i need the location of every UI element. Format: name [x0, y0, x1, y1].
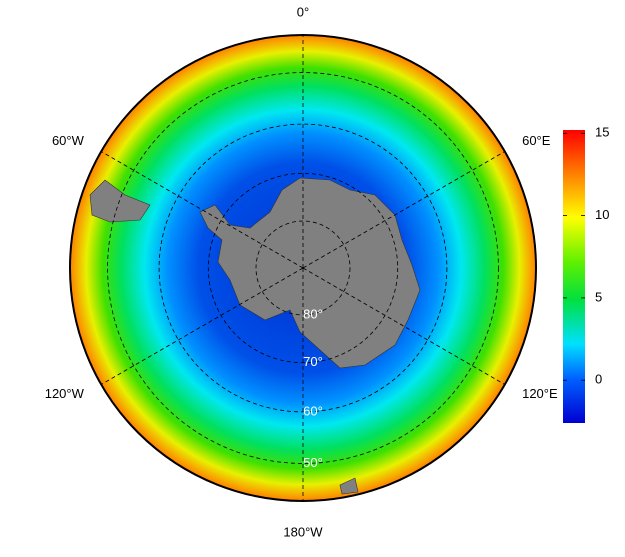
parallel [255, 220, 351, 316]
parallel [158, 123, 448, 413]
colorbar-label: 10 [595, 207, 609, 222]
meridian-label: 180°W [283, 524, 323, 539]
antarctica [199, 177, 421, 369]
south-america-tip [89, 179, 151, 223]
island [339, 477, 359, 495]
meridian-label: 120°W [45, 386, 85, 401]
meridian [101, 151, 304, 269]
meridian-label: 60°E [522, 133, 551, 148]
parallel [207, 172, 399, 364]
meridian [302, 267, 505, 385]
meridian [101, 267, 304, 385]
colorbar-label: 0 [595, 372, 602, 387]
meridian-label: 120°E [522, 386, 558, 401]
meridian [302, 151, 505, 269]
map-boundary [69, 34, 537, 502]
colorbar [563, 130, 585, 423]
colorbar-label: 15 [595, 125, 609, 140]
parallel-label: 60° [303, 403, 323, 418]
parallel-label: 50° [303, 455, 323, 470]
meridian-label: 0° [297, 4, 309, 19]
parallel [107, 72, 499, 464]
parallel-label: 70° [303, 354, 323, 369]
colorbar-label: 5 [595, 289, 602, 304]
parallel-label: 80° [303, 306, 323, 321]
meridian-label: 60°W [52, 133, 85, 148]
